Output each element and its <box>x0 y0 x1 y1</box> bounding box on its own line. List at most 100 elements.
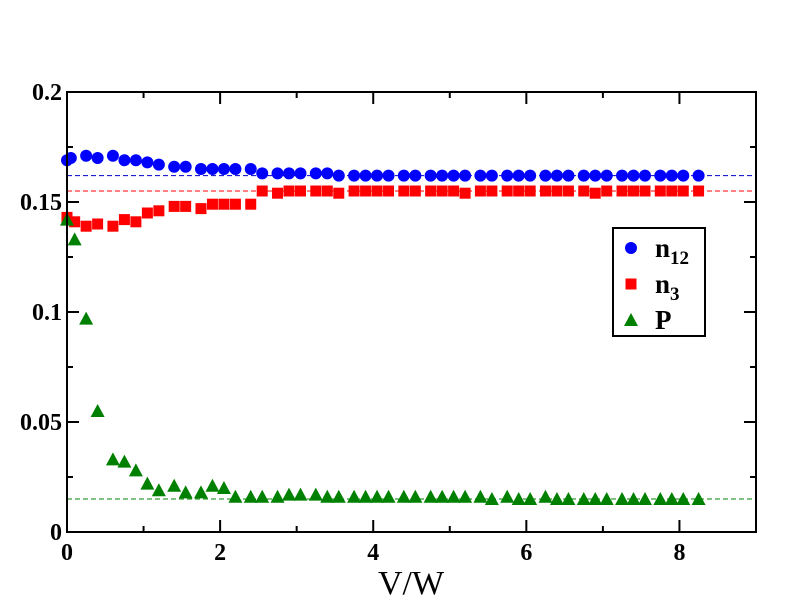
P-point <box>193 485 208 499</box>
n3-point <box>256 185 268 197</box>
n12-point <box>179 160 192 173</box>
n12-point <box>217 163 230 175</box>
legend-marker-n12 <box>625 242 637 254</box>
n3-point <box>578 185 590 197</box>
P-point <box>446 489 461 503</box>
P-point <box>588 492 603 505</box>
n3-point <box>501 185 513 197</box>
P-point <box>408 489 423 503</box>
n12-point <box>485 169 498 182</box>
n12-point <box>638 169 651 182</box>
P-point <box>473 489 488 503</box>
P-point <box>347 489 362 503</box>
y-tick-label: 0.15 <box>20 190 62 216</box>
n12-point <box>524 169 537 182</box>
x-tick-label: 8 <box>673 540 685 566</box>
n12-point <box>371 169 384 182</box>
n3-point <box>398 185 410 197</box>
n3-point <box>539 185 551 197</box>
n12-point <box>359 169 372 182</box>
n3-point <box>425 185 437 197</box>
n12-point <box>501 169 514 182</box>
P-point <box>282 487 297 501</box>
P-point <box>523 492 538 505</box>
n12-point <box>256 167 269 180</box>
n12-point <box>577 169 590 182</box>
n12-point <box>118 154 131 167</box>
P-point <box>255 489 270 503</box>
n12-point <box>562 169 575 182</box>
n12-point <box>283 167 296 180</box>
n3-point <box>92 218 104 230</box>
tick-labels: 0 2 4 6 8 0 0.05 0.1 0.15 0.2 <box>20 80 685 566</box>
n12-point <box>447 169 460 182</box>
n12-point <box>409 169 422 182</box>
n12-point <box>141 156 154 169</box>
n3-point <box>459 187 471 199</box>
n12-point <box>152 158 165 171</box>
n3-point <box>130 216 142 228</box>
P-point <box>67 232 82 246</box>
P-point <box>178 485 193 499</box>
P-point <box>615 492 630 505</box>
n3-point <box>321 185 333 197</box>
n3-point <box>294 185 306 197</box>
n12-point <box>194 163 207 175</box>
P-point <box>90 404 105 417</box>
P-point <box>381 489 396 503</box>
x-tick-label: 2 <box>214 540 226 566</box>
axis-ticks <box>66 91 756 533</box>
n12-point <box>539 169 552 182</box>
n12-point <box>244 163 257 175</box>
n3-point <box>180 200 192 212</box>
legend-marker-P <box>624 313 638 326</box>
legend-label-n12: n12 <box>655 233 689 269</box>
P-point <box>140 476 155 490</box>
P-point <box>500 489 515 503</box>
n12-point <box>459 169 472 182</box>
y-tick-label: 0 <box>50 520 62 546</box>
P-point <box>458 489 473 503</box>
n12-point <box>627 169 640 182</box>
data-points <box>60 149 706 505</box>
n3-point <box>436 185 448 197</box>
x-tick-label: 0 <box>61 540 73 566</box>
n12-point <box>692 169 705 182</box>
n3-point <box>628 185 640 197</box>
legend-label-n3: n3 <box>655 269 680 305</box>
y-tick-label: 0.1 <box>32 300 62 326</box>
n3-point <box>153 205 165 217</box>
P-point <box>664 492 679 505</box>
P-point <box>105 452 120 466</box>
n3-point <box>272 187 284 199</box>
n12-point <box>550 169 563 182</box>
P-point <box>511 492 526 505</box>
n3-point <box>474 185 486 197</box>
P-point <box>599 492 614 505</box>
P-point <box>538 489 553 503</box>
n3-point <box>168 200 180 212</box>
P-point <box>653 492 668 505</box>
P-point <box>561 492 576 505</box>
n12-point <box>168 160 181 173</box>
n3-point <box>107 220 119 232</box>
P-point <box>293 487 308 501</box>
n3-point <box>654 185 666 197</box>
reference-lines <box>67 175 756 500</box>
n12-point <box>512 169 525 182</box>
legend-label-P: P <box>655 305 672 335</box>
n3-point <box>245 198 257 210</box>
P-point <box>358 489 373 503</box>
n3-point <box>693 185 705 197</box>
n3-point <box>448 185 460 197</box>
x-axis-label: V/W <box>378 565 445 602</box>
n3-point <box>562 185 574 197</box>
n12-point <box>294 167 307 180</box>
n12-point <box>665 169 678 182</box>
n12-point <box>91 152 104 164</box>
P-point <box>167 478 182 492</box>
n12-point <box>474 169 487 182</box>
n12-point <box>397 169 410 182</box>
